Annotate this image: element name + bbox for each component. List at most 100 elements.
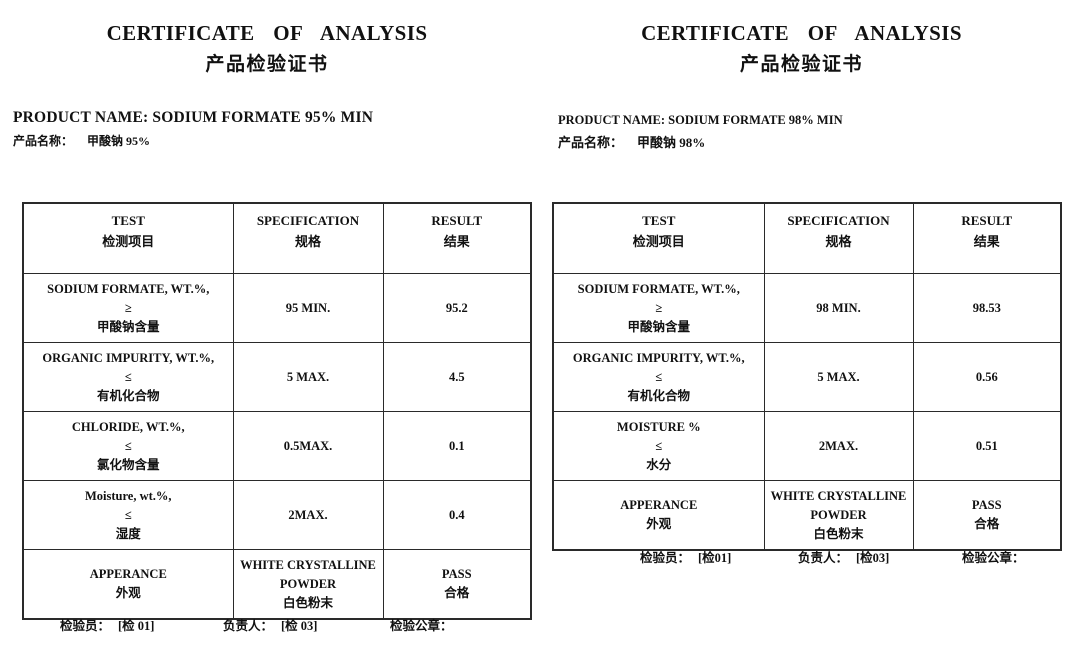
result-line: 0.51 [975,438,998,453]
supervisor-label: 负责人： [798,551,849,565]
supervisor-field: 负责人： [检 03] [223,615,317,634]
column-header-test: TEST 检测项目 [22,202,234,274]
seal-field: 检验公章： [390,615,461,634]
result-cell: PASS 合格 [382,549,532,620]
result-line: 4.5 [448,369,465,384]
result-line: 0.1 [448,438,465,453]
test-line: ORGANIC IMPURITY, WT.%, [42,350,215,365]
column-header-result-en: RESULT [431,213,483,228]
spec-line: 5 MAX. [817,369,860,384]
spec-line: POWDER [279,576,337,591]
spec-line: 0.5MAX. [283,438,333,453]
seal-field: 检验公章： [962,547,1033,566]
column-header-specification-cn: 规格 [825,234,852,249]
table-row: ORGANIC IMPURITY, WT.%, ≤ 有机化合物 5 MAX. 0.56 [552,342,1062,412]
test-cell: Moisture, wt.%, ≤ 湿度 [22,480,234,550]
column-header-result-cn: 结果 [973,234,1000,249]
test-line: 外观 [646,517,672,531]
test-line: 甲酸钠含量 [96,319,160,334]
table-row: CHLORIDE, WT.%, ≤ 氯化物含量 0.5MAX. 0.1 [22,411,532,481]
test-line: SODIUM FORMATE, WT.%, [47,281,210,296]
result-line: 0.56 [975,369,998,384]
table-row: SODIUM FORMATE, WT.%, ≥ 甲酸钠含量 95 MIN. 95.2 [22,273,532,343]
seal-label: 检验公章： [962,551,1025,565]
product-name-en: PRODUCT NAME: SODIUM FORMATE 98% MIN [558,113,843,127]
test-cell: SODIUM FORMATE, WT.%, ≥ 甲酸钠含量 [552,273,765,343]
analysis-table: TEST 检测项目 SPECIFICATION 规格 RESULT 结果 SODIUM FO… [22,202,532,620]
table-row: SODIUM FORMATE, WT.%, ≥ 甲酸钠含量 98 MIN. 98.53 [552,273,1062,343]
certificate-95: CERTIFICATE OF ANALYSIS 产品检验证书 PRODUCT N… [0,0,534,653]
product-name-cn-label: 产品名称： [13,134,74,148]
table-row: APPERANCE 外观 WHITE CRYSTALLINE POWDER 白色粉末 PA… [552,480,1062,551]
test-cell: APPERANCE 外观 [22,549,234,620]
test-cell: CHLORIDE, WT.%, ≤ 氯化物含量 [22,411,234,481]
result-cell: 0.51 [912,411,1062,481]
result-cell: 0.4 [382,480,532,550]
column-header-test-en: TEST [111,213,145,228]
supervisor-field: 负责人： [检03] [798,547,889,566]
result-line: PASS [441,567,472,581]
table-header-row: TEST 检测项目 SPECIFICATION 规格 RESULT 结果 [22,202,532,274]
spec-cell: 0.5MAX. [232,411,384,481]
column-header-test: TEST 检测项目 [552,202,765,274]
test-line: ≥ [655,300,663,315]
spec-cell: WHITE CRYSTALLINE POWDER 白色粉末 [763,480,914,551]
certificate-subtitle-cn: 产品检验证书 [205,54,329,75]
spec-cell: 98 MIN. [763,273,914,343]
test-line: CHLORIDE, WT.%, [71,419,185,434]
seal-label: 检验公章： [390,619,453,633]
inspector-value: [检 01] [118,619,155,633]
spec-cell: 5 MAX. [232,342,384,412]
column-header-specification: SPECIFICATION 规格 [232,202,384,274]
test-line: 甲酸钠含量 [627,319,690,334]
test-line: Moisture, wt.%, [84,488,172,503]
inspector-label: 检验员： [640,551,691,565]
inspector-value: [检01] [698,551,732,565]
certificate-subtitle-cn: 产品检验证书 [739,54,863,75]
test-line: 有机化合物 [96,388,160,403]
test-line: APPERANCE [89,567,167,581]
column-header-test-cn: 检测项目 [102,234,155,249]
column-header-result-en: RESULT [961,213,1013,228]
test-line: 水分 [646,457,672,472]
test-line: ≤ [655,438,663,453]
test-line: SODIUM FORMATE, WT.%, [577,281,740,296]
spec-line: WHITE CRYSTALLINE [240,557,376,572]
spec-line: 2MAX. [288,507,328,522]
result-cell: 4.5 [382,342,532,412]
test-line: MOISTURE % [616,419,701,434]
test-line: 有机化合物 [627,388,690,403]
column-header-specification-en: SPECIFICATION [256,213,360,228]
supervisor-value: [检03] [856,551,890,565]
result-line: 0.4 [448,507,465,522]
test-cell: SODIUM FORMATE, WT.%, ≥ 甲酸钠含量 [22,273,234,343]
test-line: ≤ [124,438,132,453]
test-line: 外观 [115,586,141,600]
spec-line: 白色粉末 [282,595,333,610]
spec-line: 2MAX. [818,438,859,453]
spec-line: 5 MAX. [286,369,330,384]
result-line: 95.2 [445,300,468,315]
column-header-test-cn: 检测项目 [632,234,685,249]
test-cell: ORGANIC IMPURITY, WT.%, ≤ 有机化合物 [552,342,765,412]
certificate-title: CERTIFICATE OF ANALYSIS [641,21,962,45]
test-cell: APPERANCE 外观 [552,480,765,551]
result-cell: 98.53 [912,273,1062,343]
product-name-cn: 产品名称： 甲酸钠 98% [558,132,705,151]
result-line: 合格 [974,517,1000,531]
result-line: 合格 [444,586,470,600]
column-header-test-en: TEST [642,213,676,228]
column-header-result: RESULT 结果 [382,202,532,274]
spec-line: 白色粉末 [813,526,864,541]
product-name-cn-value: 甲酸钠 98% [637,135,706,150]
result-line: 98.53 [972,300,1001,315]
test-line: ≤ [655,369,663,384]
table-row: APPERANCE 外观 WHITE CRYSTALLINE POWDER 白色粉末 PA… [22,549,532,620]
result-cell: 0.56 [912,342,1062,412]
product-name-cn-value: 甲酸钠 95% [87,134,151,148]
result-line: PASS [971,498,1002,512]
column-header-specification-cn: 规格 [294,234,321,249]
spec-cell: WHITE CRYSTALLINE POWDER 白色粉末 [232,549,384,620]
test-line: APPERANCE [620,498,698,512]
test-line: ≤ [124,507,132,522]
